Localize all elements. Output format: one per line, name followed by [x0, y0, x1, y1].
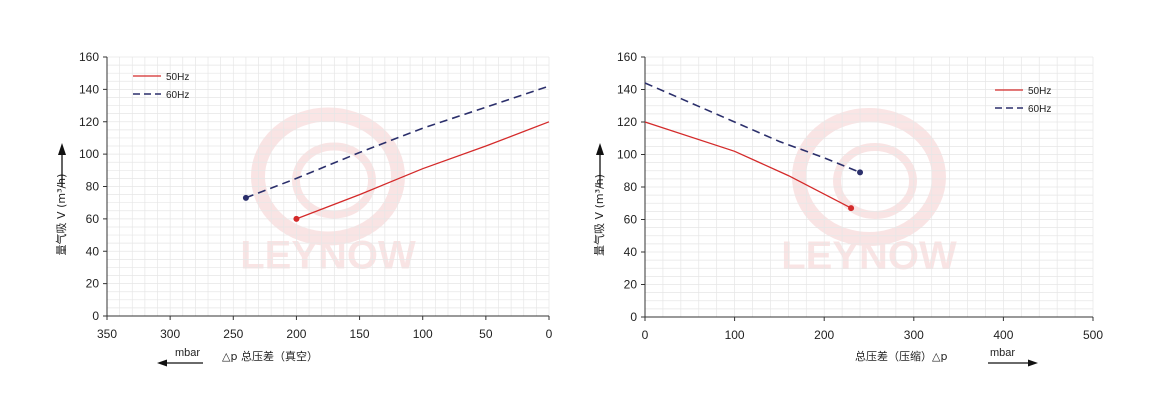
watermark-text: LEYNOW: [781, 234, 957, 278]
x-tick-label: 200: [286, 327, 306, 341]
legend-label-60hz: 60Hz: [166, 90, 189, 101]
x-tick-label: 100: [725, 328, 745, 342]
y-tick-label: 80: [86, 180, 100, 194]
x-tick-label: 100: [413, 327, 433, 341]
watermark-inner-ring: [833, 143, 917, 219]
grid: [644, 56, 1094, 318]
y-tick-label: 120: [617, 115, 637, 129]
y-tick-label: 160: [79, 50, 99, 64]
series-endpoint-50hz: [848, 205, 855, 212]
y-tick-label: 140: [79, 82, 99, 96]
y-tick-label: 0: [92, 309, 99, 323]
watermark-ring: [251, 107, 405, 246]
x-axis-label: 总压差（压缩）△p: [855, 349, 947, 363]
y-axis-label: 量气吸 V (m³/h): [54, 174, 68, 256]
y-axis-arrow-head: [58, 143, 66, 155]
series-endpoint-60hz: [242, 194, 249, 201]
series-endpoint-60hz: [857, 169, 864, 176]
x-tick-label: 350: [97, 327, 117, 341]
legend-label-50hz: 50Hz: [1028, 86, 1051, 97]
x-tick-label: 200: [814, 328, 834, 342]
x-tick-label: 300: [160, 327, 180, 341]
legend: 50Hz 60Hz: [995, 86, 1051, 115]
y-axis-label: 量气吸 V (m³/h): [592, 174, 606, 256]
x-tick-label: 300: [904, 328, 924, 342]
x-tick-label: 500: [1083, 328, 1103, 342]
y-tick-label: 40: [86, 244, 100, 258]
x-tick-label: 400: [993, 328, 1013, 342]
watermark-text: LEYNOW: [240, 234, 416, 278]
x-tick-label: 150: [350, 327, 370, 341]
watermark-logo: LEYNOW: [781, 108, 957, 278]
series-line-60hz: [245, 85, 550, 199]
series-line-60hz: [644, 82, 861, 174]
legend-label-60hz: 60Hz: [1028, 104, 1051, 115]
y-tick-label: 60: [624, 213, 638, 227]
x-tick-label: 50: [479, 327, 493, 341]
y-tick-label: 160: [617, 50, 637, 64]
series-line-50hz: [644, 121, 852, 209]
x-axis-unit: mbar: [990, 347, 1015, 359]
legend-label-50hz: 50Hz: [166, 72, 189, 83]
series-line-50hz: [296, 121, 550, 220]
y-tick-label: 60: [86, 212, 100, 226]
x-tick-label: 0: [642, 328, 649, 342]
x-axis-arrow-head: [157, 359, 167, 367]
series-endpoint-50hz: [293, 215, 300, 222]
y-tick-label: 140: [617, 83, 637, 97]
x-axis-label: △p 总压差（真空）: [222, 349, 318, 363]
y-tick-label: 20: [624, 278, 638, 292]
y-axis-arrow-head: [596, 143, 604, 155]
x-tick-label: 250: [223, 327, 243, 341]
y-tick-label: 80: [624, 180, 638, 194]
watermark-logo: LEYNOW: [240, 107, 416, 278]
watermark-ring: [792, 108, 946, 246]
y-tick-label: 100: [79, 147, 99, 161]
x-axis-arrow-head: [1028, 359, 1038, 367]
y-tick-label: 40: [624, 245, 638, 259]
y-tick-label: 100: [617, 148, 637, 162]
chart-2: LEYNOW 0 20 40 60 80 100 120 140 160 0 100 200 300 400…: [592, 50, 1103, 367]
x-tick-label: 0: [546, 327, 553, 341]
y-tick-label: 0: [630, 310, 637, 324]
y-tick-label: 120: [79, 115, 99, 129]
y-tick-label: 20: [86, 277, 100, 291]
x-axis-unit: mbar: [175, 347, 200, 359]
legend: 50Hz 60Hz: [133, 72, 189, 101]
chart-1: LEYNOW 0 20 40 60 80 100 120 140 160 350 300 250 200 1…: [54, 50, 553, 367]
